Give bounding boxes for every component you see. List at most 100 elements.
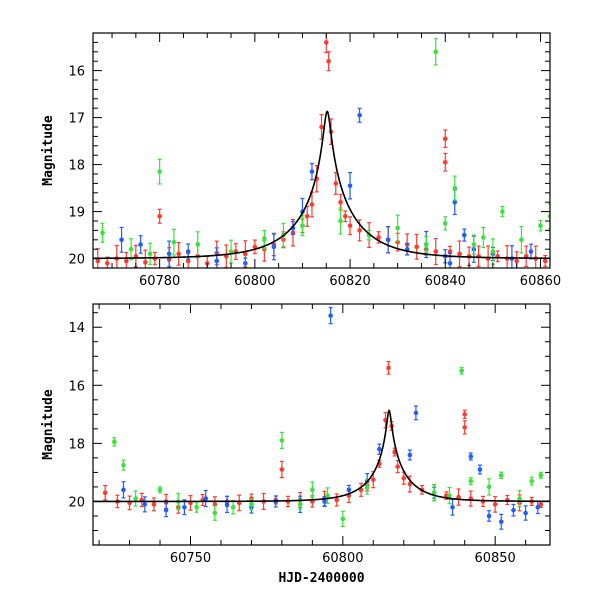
data-point	[468, 490, 474, 507]
data-point	[326, 51, 331, 72]
series-2	[100, 38, 550, 266]
data-point	[127, 495, 132, 511]
plot-area	[93, 306, 550, 530]
data-point	[477, 464, 483, 475]
data-point	[452, 175, 458, 201]
y-axis-title: Magnitude	[41, 115, 56, 186]
plot-area	[93, 33, 550, 268]
series-0	[102, 361, 544, 514]
data-point	[279, 460, 285, 479]
data-point	[486, 510, 492, 522]
data-point	[456, 488, 461, 506]
data-point	[310, 481, 315, 499]
data-point	[447, 486, 452, 505]
y-tick-label: 20	[68, 253, 85, 268]
data-point	[328, 306, 333, 325]
data-point	[538, 219, 543, 232]
data-point	[542, 254, 548, 267]
data-point	[407, 449, 413, 461]
data-point	[157, 208, 162, 224]
data-point	[233, 243, 239, 260]
data-point	[431, 484, 437, 502]
data-point	[492, 495, 498, 513]
data-point	[171, 228, 177, 256]
data-point	[102, 484, 108, 501]
x-tick-label: 60750	[170, 551, 211, 566]
data-point	[462, 228, 467, 242]
data-point	[151, 497, 157, 512]
data-point	[182, 499, 187, 516]
data-point	[538, 471, 544, 479]
data-point	[338, 207, 343, 235]
data-point	[450, 498, 455, 516]
x-tick-label: 60840	[425, 274, 466, 289]
data-point	[386, 361, 391, 375]
data-point	[143, 249, 148, 268]
data-point	[498, 471, 504, 480]
data-point	[490, 238, 496, 265]
data-point	[243, 257, 248, 268]
series-2	[112, 366, 544, 528]
data-point	[442, 129, 448, 149]
data-point	[529, 476, 535, 486]
y-tick-label: 19	[68, 206, 85, 221]
series-0	[95, 33, 548, 268]
data-point	[517, 489, 522, 508]
data-point	[462, 420, 467, 435]
data-point	[523, 505, 528, 521]
data-point	[433, 237, 439, 266]
data-point	[462, 409, 467, 419]
data-point	[343, 210, 348, 223]
data-point	[203, 489, 209, 508]
model-curve	[93, 409, 550, 503]
series-1	[121, 306, 541, 530]
data-point	[252, 239, 258, 255]
x-tick-label: 60800	[322, 551, 363, 566]
data-point	[152, 251, 158, 266]
data-point	[505, 494, 510, 506]
y-tick-label: 14	[68, 321, 85, 336]
data-point	[495, 250, 500, 263]
y-tick-label: 18	[68, 159, 85, 174]
data-point	[325, 487, 330, 504]
data-point	[230, 499, 236, 515]
data-point	[119, 226, 124, 253]
data-point	[500, 205, 505, 218]
x-tick-label: 60850	[474, 551, 515, 566]
data-point	[133, 490, 138, 507]
data-point	[334, 493, 340, 507]
data-point	[236, 494, 242, 512]
bottom-panel: 60750 60800 60850 14 16 18 20 Magnitude HJD-2400…	[41, 303, 551, 586]
data-point	[347, 216, 353, 236]
data-point	[407, 475, 413, 493]
data-point	[457, 240, 462, 268]
data-point	[476, 245, 481, 267]
data-point	[377, 443, 382, 455]
data-point	[423, 235, 429, 254]
data-point	[142, 496, 148, 513]
top-panel: 60780 60800 60820 60840 60860 16 17 18 19 20 Magni…	[41, 32, 561, 289]
data-point	[195, 231, 201, 258]
data-point	[188, 494, 193, 511]
data-point	[128, 238, 134, 261]
data-point	[224, 495, 230, 514]
y-tick-label: 20	[68, 495, 85, 510]
data-point	[309, 191, 315, 218]
data-point	[309, 162, 315, 181]
data-point	[442, 152, 448, 172]
x-axis-title: HJD-2400000	[278, 571, 364, 586]
data-point	[468, 477, 474, 486]
data-point	[147, 242, 153, 266]
plot-frame	[92, 32, 551, 269]
data-point	[228, 239, 234, 264]
data-point	[121, 459, 126, 471]
data-point	[485, 245, 491, 268]
data-point	[481, 226, 486, 249]
y-tick-label: 17	[68, 112, 85, 127]
y-axis-title: Magnitude	[41, 389, 56, 460]
data-point	[279, 431, 285, 450]
x-tick-label: 60780	[139, 274, 180, 289]
data-point	[498, 513, 504, 530]
x-tick-label: 60860	[520, 274, 561, 289]
